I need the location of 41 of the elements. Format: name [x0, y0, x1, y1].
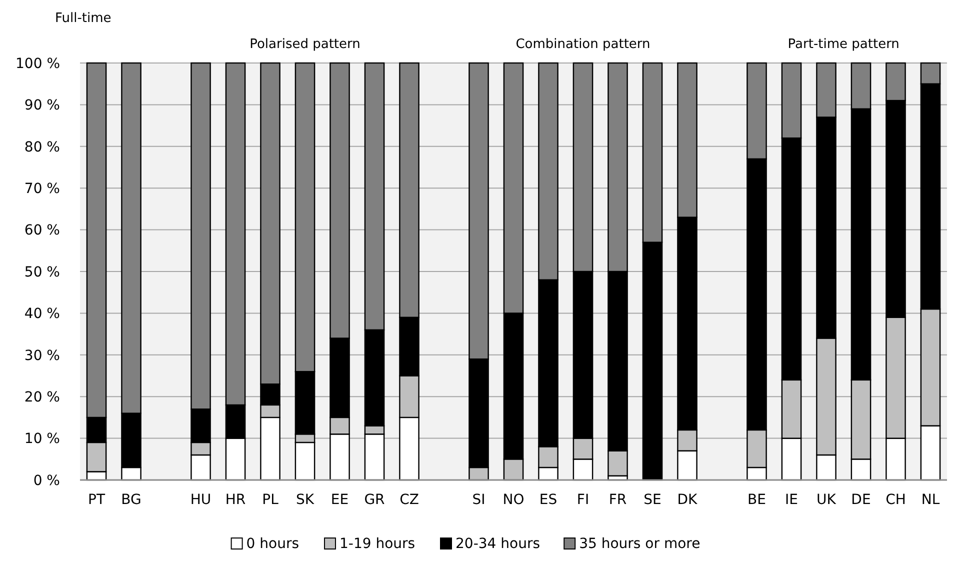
x-tick-label: CH: [886, 492, 906, 508]
x-tick-label: DE: [851, 492, 871, 508]
y-tick-label: 80 %: [24, 139, 60, 156]
x-tick-label: FR: [608, 492, 627, 508]
x-tick-label: IE: [785, 492, 798, 508]
x-tick-label: ES: [539, 492, 558, 508]
y-tick-label: 30 %: [24, 348, 60, 364]
y-tick-label: 60 %: [24, 222, 60, 239]
text: Part-time pattern: [788, 37, 900, 52]
legend-label: 20-34 hours: [456, 536, 540, 552]
x-tick-label: HR: [225, 492, 246, 508]
text: Combination pattern: [516, 37, 650, 52]
y-tick-label: 100 %: [16, 56, 60, 72]
text: Polarised pattern: [250, 37, 360, 52]
y-tick-label: 0 %: [33, 472, 60, 489]
y-tick-label: 20 %: [24, 390, 60, 406]
legend-label: 0 hours: [246, 536, 300, 552]
x-tick-label: HU: [190, 492, 212, 508]
legend-label: 1-19 hours: [340, 536, 416, 552]
x-tick-label: EE: [330, 492, 349, 508]
y-tick-label: 90 %: [24, 98, 60, 114]
x-tick-label: SE: [644, 492, 662, 508]
x-tick-label: NL: [921, 492, 940, 508]
x-tick-label: BE: [748, 492, 766, 508]
x-tick-label: CZ: [400, 492, 419, 508]
x-tick-label: NO: [502, 492, 524, 508]
x-tick-label: SI: [472, 492, 486, 508]
y-tick-label: 40 %: [24, 306, 60, 322]
y-tick-label: 50 %: [24, 264, 60, 280]
x-tick-label: SK: [296, 492, 315, 508]
x-tick-label: GR: [364, 492, 386, 508]
x-tick-label: UK: [816, 492, 837, 508]
legend-label: 35 hours or more: [579, 536, 700, 552]
text: Full-time: [55, 11, 112, 26]
x-tick-label: PT: [88, 492, 106, 508]
x-tick-label: PL: [262, 492, 279, 508]
x-tick-label: BG: [121, 492, 142, 508]
x-tick-label: FI: [576, 492, 590, 508]
x-tick-label: DK: [677, 492, 698, 508]
y-tick-label: 70 %: [24, 181, 60, 197]
y-tick-label: 10 %: [24, 431, 60, 448]
